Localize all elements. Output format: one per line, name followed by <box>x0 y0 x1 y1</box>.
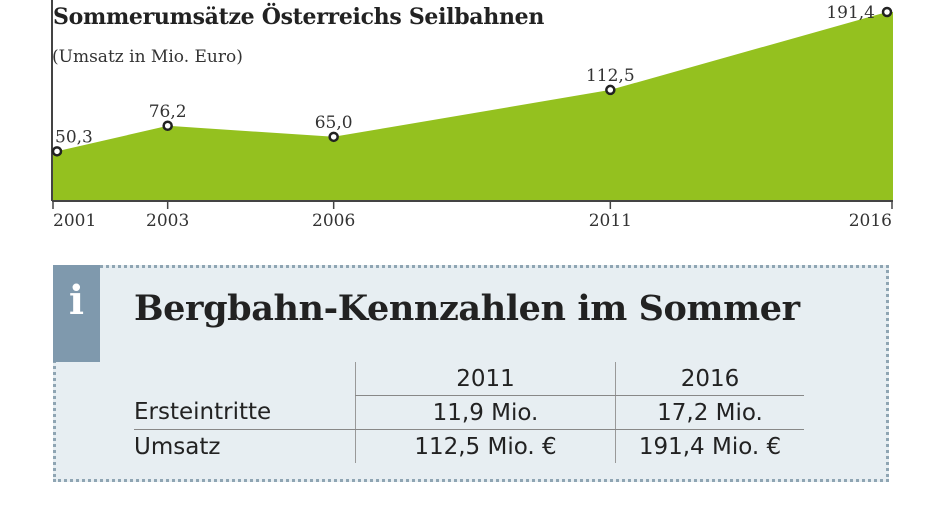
info-icon: i <box>68 277 85 324</box>
data-point <box>51 146 63 157</box>
data-label: 191,4 <box>826 3 875 23</box>
data-label: 50,3 <box>55 127 93 147</box>
x-tick-label: 2003 <box>146 211 189 231</box>
data-point <box>328 131 339 143</box>
table-row: Ersteintritte 11,9 Mio. 17,2 Mio. <box>134 395 804 430</box>
cell-ersteintritte-2011: 11,9 Mio. <box>355 395 616 430</box>
data-point <box>162 120 173 132</box>
area-chart: 2001 2003 2006 2011 2016 50,3 76,2 65,0 112,5 191… <box>51 0 893 231</box>
row-label-ersteintritte: Ersteintritte <box>134 395 356 430</box>
chart-title: Sommerumsätze Österreichs Seilbahnen <box>53 4 545 30</box>
data-point <box>881 6 893 18</box>
kennzahlen-table: 2011 2016 Ersteintritte 11,9 Mio. 17,2 M… <box>134 362 804 463</box>
x-tick-label: 2006 <box>312 211 355 231</box>
area-fill <box>53 12 893 201</box>
cell-umsatz-2011: 112,5 Mio. € <box>355 429 616 463</box>
info-box-heading: Bergbahn-Kennzahlen im Sommer <box>134 288 800 329</box>
table-row: Umsatz 112,5 Mio. € 191,4 Mio. € <box>134 429 804 463</box>
data-label: 112,5 <box>586 66 635 86</box>
chart-subtitle: (Umsatz in Mio. Euro) <box>52 47 243 67</box>
row-label-umsatz: Umsatz <box>134 433 221 460</box>
x-tick-label: 2016 <box>849 211 892 231</box>
data-label: 65,0 <box>315 113 353 133</box>
table-header-row: 2011 2016 <box>134 362 804 396</box>
cell-ersteintritte-2016: 17,2 Mio. <box>615 395 804 430</box>
data-point <box>605 84 616 96</box>
x-tick-label: 2011 <box>589 211 632 231</box>
column-header-2011: 2011 <box>355 362 616 396</box>
data-label: 76,2 <box>149 102 187 122</box>
info-tab: i <box>53 265 100 362</box>
table-corner-cell <box>134 362 356 396</box>
cell-umsatz-2016: 191,4 Mio. € <box>615 429 804 463</box>
column-header-2016: 2016 <box>615 362 804 396</box>
x-tick-label: 2001 <box>53 211 96 231</box>
